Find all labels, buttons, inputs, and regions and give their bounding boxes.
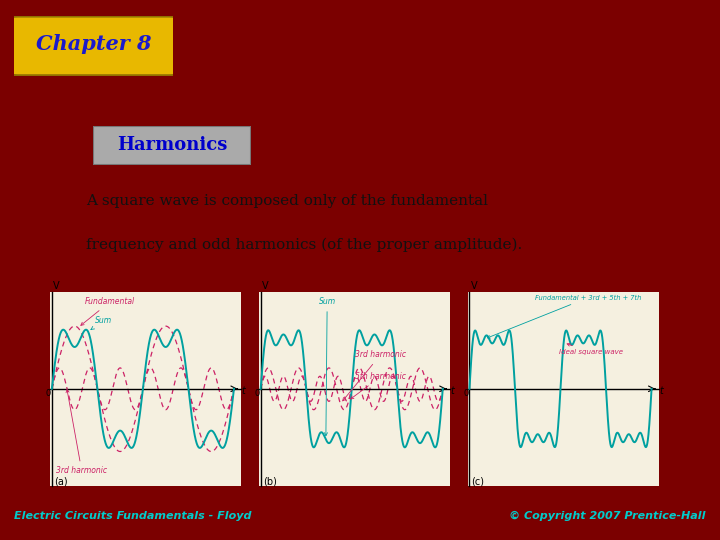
Text: V: V	[471, 281, 477, 291]
Text: V: V	[262, 281, 269, 291]
Text: Ideal square wave: Ideal square wave	[559, 343, 624, 355]
Text: frequency and odd harmonics (of the proper amplitude).: frequency and odd harmonics (of the prop…	[86, 238, 522, 252]
Text: (b): (b)	[263, 476, 276, 486]
Text: 0: 0	[46, 389, 51, 399]
Text: t: t	[659, 386, 663, 396]
Text: V: V	[53, 281, 60, 291]
Text: 3rd harmonic: 3rd harmonic	[343, 350, 406, 401]
Text: 5th harmonic: 5th harmonic	[351, 373, 406, 399]
Text: t: t	[450, 386, 454, 396]
Text: (a): (a)	[54, 476, 68, 486]
Text: 0: 0	[464, 389, 469, 399]
Text: Fundamental: Fundamental	[81, 297, 135, 326]
Text: (c): (c)	[472, 476, 485, 486]
Text: 0: 0	[255, 389, 260, 399]
Text: Electric Circuits Fundamentals - Floyd: Electric Circuits Fundamentals - Floyd	[14, 511, 252, 521]
Text: Sum: Sum	[319, 297, 336, 436]
Text: Fundamental + 3rd + 5th + 7th: Fundamental + 3rd + 5th + 7th	[487, 295, 641, 338]
Text: A square wave is composed only of the fundamental: A square wave is composed only of the fu…	[86, 194, 488, 208]
Text: t: t	[241, 386, 246, 396]
Text: Chapter 8: Chapter 8	[36, 34, 151, 54]
Text: Harmonics: Harmonics	[117, 137, 228, 154]
FancyBboxPatch shape	[9, 16, 178, 76]
Text: 3rd harmonic: 3rd harmonic	[56, 389, 107, 475]
Text: © Copyright 2007 Prentice-Hall: © Copyright 2007 Prentice-Hall	[509, 511, 706, 521]
Text: Sum: Sum	[91, 316, 112, 329]
